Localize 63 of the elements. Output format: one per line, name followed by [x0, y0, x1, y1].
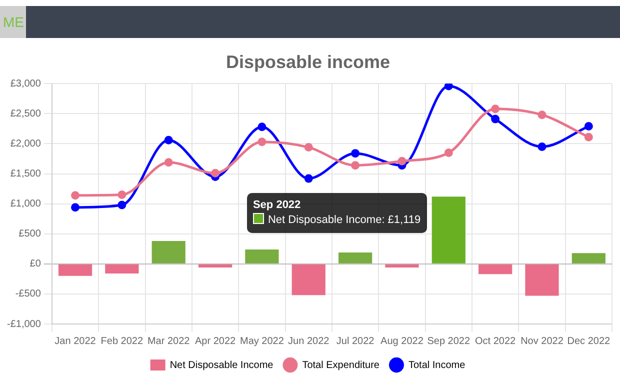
y-tick-label: £2,000: [10, 138, 42, 150]
point: [304, 143, 313, 152]
point: [538, 142, 546, 151]
y-tick-label: £1,000: [10, 198, 42, 210]
y-tick-label: -£1,000: [6, 318, 42, 330]
annotation: Net Disposable Income: £1,119: [268, 214, 421, 226]
annotation: Sep 2022: [252, 198, 302, 213]
point: [304, 174, 313, 183]
point: [258, 122, 266, 132]
point: [444, 84, 453, 90]
bar: [525, 264, 559, 296]
x-tick-label: Aug 2022: [380, 336, 424, 347]
x-tick-label: Sep 2022: [427, 336, 470, 347]
point: [164, 136, 173, 144]
bar: [572, 253, 606, 264]
x-tick-label: Jan 2022: [54, 336, 96, 347]
bar: [105, 264, 139, 274]
x-tick-label: Mar 2022: [147, 336, 190, 347]
bar: [432, 196, 466, 264]
x-tick-label: Nov 2022: [520, 336, 564, 347]
x-tick-label: May 2022: [240, 336, 284, 347]
bar: [198, 264, 232, 268]
legend-label: Total Income: [408, 360, 466, 371]
bar: [338, 252, 372, 264]
y-tick-label: £3,000: [10, 78, 42, 90]
point: [258, 138, 266, 146]
point: [118, 190, 126, 200]
y-tick-label: £2,500: [10, 108, 42, 120]
point: [118, 200, 126, 210]
point: [491, 114, 500, 124]
y-tick-label: £0: [30, 258, 42, 270]
x-tick-label: Jul 2022: [336, 336, 375, 347]
point: [71, 203, 80, 212]
nav-tab: ME: [0, 6, 26, 38]
point: [398, 156, 406, 166]
x-tick-label: Jun 2022: [288, 336, 330, 347]
x-tick-label: Feb 2022: [100, 336, 144, 347]
y-tick-label: £1,500: [10, 168, 42, 180]
legend-label: Total Expenditure: [302, 360, 380, 371]
chart-title: Disposable income: [226, 52, 390, 72]
point: [71, 191, 80, 200]
point: [164, 158, 173, 167]
x-tick-label: Apr 2022: [194, 336, 236, 347]
bar: [292, 264, 326, 296]
point: [351, 161, 360, 170]
point: [538, 110, 546, 120]
x-tick-label: Oct 2022: [475, 336, 516, 347]
bar: [385, 264, 419, 268]
bar: [152, 241, 186, 264]
point: [584, 132, 593, 142]
point: [491, 104, 500, 114]
point: [444, 148, 453, 157]
tooltip: Sep 2022 Net Disposable Income: £1,119: [246, 192, 427, 233]
y-tick-label: -£500: [15, 288, 42, 300]
y-tick-label: £500: [18, 228, 42, 240]
point: [211, 168, 220, 178]
point: [584, 122, 593, 131]
x-tick-label: Dec 2022: [567, 336, 611, 347]
bar: [478, 264, 512, 274]
bar: [245, 249, 279, 264]
legend-label: Net Disposable Income: [170, 360, 274, 371]
bar: [58, 264, 92, 276]
point: [351, 149, 360, 158]
